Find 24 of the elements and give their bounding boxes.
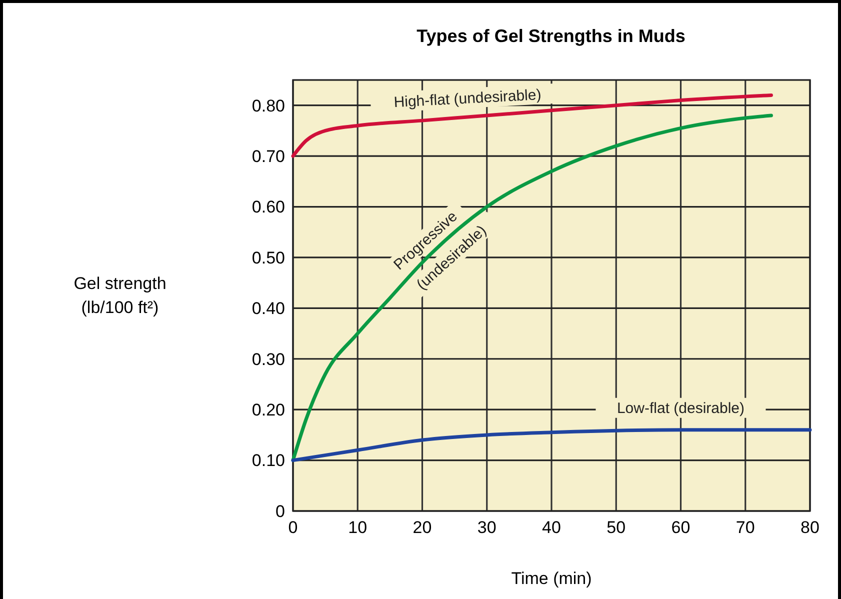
y-tick-label: 0.30 <box>252 350 285 369</box>
x-tick-label: 30 <box>477 518 496 537</box>
y-tick-label: 0.80 <box>252 96 285 116</box>
chart-title: Types of Gel Strengths in Muds <box>416 26 686 46</box>
x-tick-label: 0 <box>288 518 298 537</box>
x-axis-title: Time (min) <box>511 569 592 588</box>
line-series <box>291 428 812 462</box>
x-tick-label: 80 <box>800 518 820 537</box>
x-tick-label: 60 <box>671 518 690 537</box>
y-tick-label: 0 <box>276 502 285 521</box>
text: Gel strength (lb/100 ft²) <box>74 274 166 317</box>
y-tick-label: 0.10 <box>252 451 285 470</box>
series-label: High-flat (undesirable) <box>393 86 542 112</box>
x-tick-label: 50 <box>606 518 626 537</box>
x-tick-label: 20 <box>412 518 432 537</box>
series-label: Low-flat (desirable) <box>616 400 745 418</box>
x-tick-label: 10 <box>348 518 368 537</box>
y-tick-label: 0.20 <box>252 400 285 420</box>
x-tick-label: 40 <box>542 518 561 537</box>
y-tick-label: 0.50 <box>252 248 285 268</box>
y-tick-label: 0.70 <box>252 147 285 166</box>
y-tick-label: 0.40 <box>252 299 285 318</box>
y-tick-label: 0.60 <box>252 198 285 217</box>
x-tick-label: 70 <box>736 518 755 537</box>
